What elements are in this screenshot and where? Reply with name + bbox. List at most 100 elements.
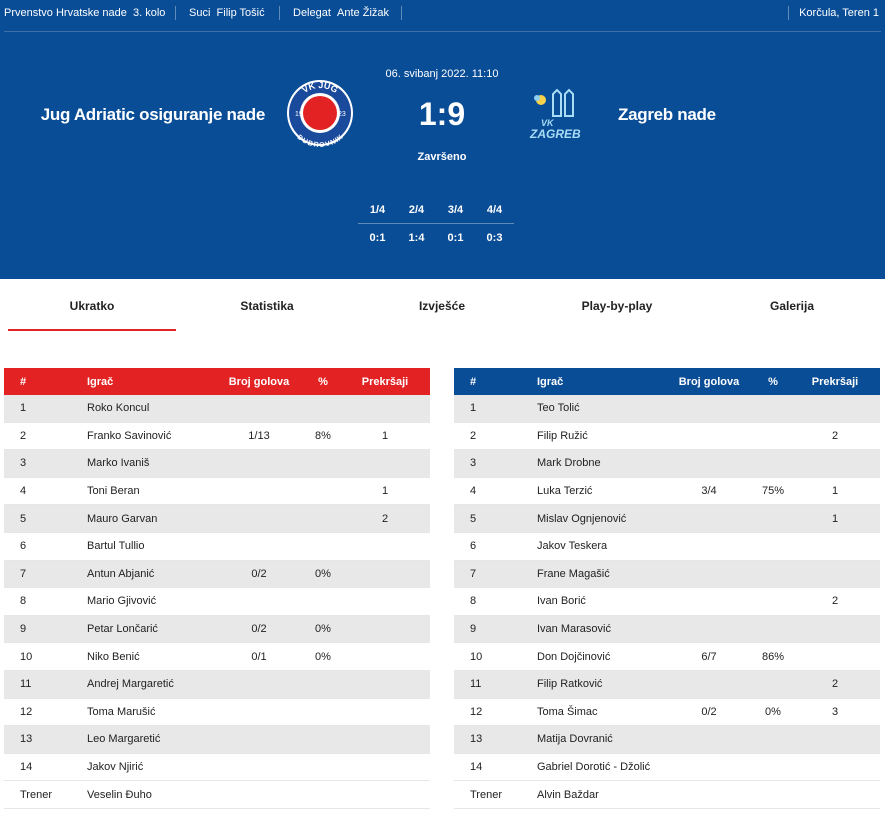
player-row: 8 Mario Gjivović <box>4 588 430 616</box>
player-name[interactable]: Leo Margaretić <box>87 733 161 746</box>
player-goals <box>214 699 304 726</box>
player-number: 8 <box>470 595 477 608</box>
player-goals <box>214 395 304 422</box>
player-name[interactable]: Andrej Margaretić <box>87 678 174 691</box>
player-name[interactable]: Jakov Njirić <box>87 761 144 774</box>
player-number: 10 <box>20 650 33 663</box>
player-name[interactable]: Don Dojčinović <box>537 650 611 663</box>
player-name[interactable]: Marko Ivaniš <box>87 457 150 470</box>
tab-play-by-play[interactable]: Play-by-play <box>581 299 653 313</box>
player-goals <box>664 754 754 781</box>
player-goals <box>214 726 304 753</box>
player-goal-pct <box>304 533 342 560</box>
player-goal-pct <box>304 671 342 698</box>
player-fouls <box>344 754 426 781</box>
player-name[interactable]: Franko Savinović <box>87 429 172 442</box>
player-fouls: 2 <box>831 678 839 691</box>
player-name[interactable]: Mauro Garvan <box>87 512 158 525</box>
away-team-name[interactable]: Zagreb nade <box>618 105 716 124</box>
player-name[interactable]: Jakov Teskera <box>537 540 608 553</box>
home-coach-name[interactable]: Veselin Đuho <box>87 788 152 801</box>
player-row: 6 Jakov Teskera <box>454 533 880 561</box>
player-number: 8 <box>20 595 27 608</box>
player-name[interactable]: Antun Abjanić <box>87 567 155 580</box>
col-player-header: Igrač <box>537 375 564 388</box>
player-fouls <box>794 561 876 588</box>
tab-statistika[interactable]: Statistika <box>240 299 294 313</box>
player-goals <box>664 450 754 477</box>
player-fouls <box>344 643 426 670</box>
player-row: 11 Filip Ratković 2 <box>454 670 880 699</box>
col-player-header: Igrač <box>87 375 114 388</box>
away-team-logo[interactable]: VK ZAGREB <box>527 88 599 144</box>
player-goals <box>214 754 304 781</box>
player-goals: 0/1 <box>251 650 267 663</box>
player-goal-pct <box>754 671 792 698</box>
player-name[interactable]: Toni Beran <box>87 485 140 498</box>
quarter-scores-row: 0:1 1:4 0:1 0:3 <box>358 224 514 252</box>
col-number-header: # <box>470 375 477 388</box>
player-goals <box>664 588 754 615</box>
player-number: 11 <box>470 678 482 691</box>
player-goals <box>664 726 754 753</box>
player-name[interactable]: Toma Šimac <box>537 705 598 718</box>
player-row: 4 Luka Terzić 3/4 75% 1 <box>454 478 880 506</box>
col-pct-header: % <box>768 375 778 388</box>
player-name[interactable]: Teo Tolić <box>537 402 580 415</box>
player-goal-pct: 0% <box>315 567 331 580</box>
player-name[interactable]: Mislav Ognjenović <box>537 512 627 525</box>
player-name[interactable]: Frane Magašić <box>537 567 610 580</box>
player-name[interactable]: Luka Terzić <box>537 485 593 498</box>
player-name[interactable]: Filip Ružić <box>537 429 588 442</box>
player-fouls: 1 <box>831 512 839 525</box>
match-status: Završeno <box>417 151 467 163</box>
quarter-label: 4/4 <box>486 203 503 216</box>
col-number-header: # <box>20 375 27 388</box>
player-goal-pct <box>304 450 342 477</box>
home-team-name[interactable]: Jug Adriatic osiguranje nade <box>40 105 266 124</box>
player-goals: 0/2 <box>251 567 267 580</box>
player-name[interactable]: Ivan Borić <box>537 595 586 608</box>
round-label: 3. kolo <box>133 7 166 19</box>
player-number: 12 <box>470 705 483 718</box>
player-goals: 0/2 <box>251 623 267 636</box>
player-row: 6 Bartul Tullio <box>4 533 430 561</box>
player-goal-pct: 0% <box>315 650 331 663</box>
player-number: 9 <box>470 623 477 636</box>
player-goals <box>664 533 754 560</box>
player-name[interactable]: Roko Koncul <box>87 402 150 415</box>
away-coach-name[interactable]: Alvin Baždar <box>537 788 599 801</box>
quarter-score: 1:4 <box>408 232 425 244</box>
player-row: 9 Petar Lončarić 0/2 0% <box>4 615 430 644</box>
tab-izvjesce[interactable]: Izvješće <box>418 299 466 313</box>
player-name[interactable]: Mark Drobne <box>537 457 601 470</box>
player-goals: 6/7 <box>701 650 717 663</box>
player-name[interactable]: Matija Dovranić <box>537 733 613 746</box>
tab-ukratko[interactable]: Ukratko <box>8 285 176 331</box>
referees-value: Filip Tošić <box>216 7 265 19</box>
player-name[interactable]: Filip Ratković <box>537 678 603 691</box>
player-goals: 3/4 <box>701 485 717 498</box>
player-goal-pct <box>754 450 792 477</box>
player-name[interactable]: Niko Benić <box>87 650 140 663</box>
player-name[interactable]: Gabriel Dorotić - Džolić <box>537 761 651 774</box>
player-name[interactable]: Ivan Marasović <box>537 623 611 636</box>
col-goals-header: Broj golova <box>228 375 290 388</box>
player-goal-pct <box>304 505 342 532</box>
player-name[interactable]: Petar Lončarić <box>87 623 158 636</box>
tab-galerija[interactable]: Galerija <box>769 299 815 313</box>
home-team-logo[interactable]: VK JUG DUBROVNIK 19 23 <box>285 78 355 148</box>
player-row: 5 Mislav Ognjenović 1 <box>454 505 880 533</box>
home-roster-table: # Igrač Broj golova % Prekršaji 1 Roko Ko… <box>4 368 430 809</box>
player-row: 11 Andrej Margaretić <box>4 670 430 699</box>
col-pct-header: % <box>318 375 328 388</box>
coach-label: Trener <box>470 788 502 801</box>
player-name[interactable]: Bartul Tullio <box>87 540 145 553</box>
player-fouls <box>344 726 426 753</box>
home-logo-year-left: 19 <box>295 111 303 118</box>
player-name[interactable]: Toma Marušić <box>87 705 156 718</box>
player-number: 7 <box>470 567 477 580</box>
player-row: 13 Leo Margaretić <box>4 726 430 754</box>
player-name[interactable]: Mario Gjivović <box>87 595 157 608</box>
delegate-label: Delegat <box>293 7 331 19</box>
